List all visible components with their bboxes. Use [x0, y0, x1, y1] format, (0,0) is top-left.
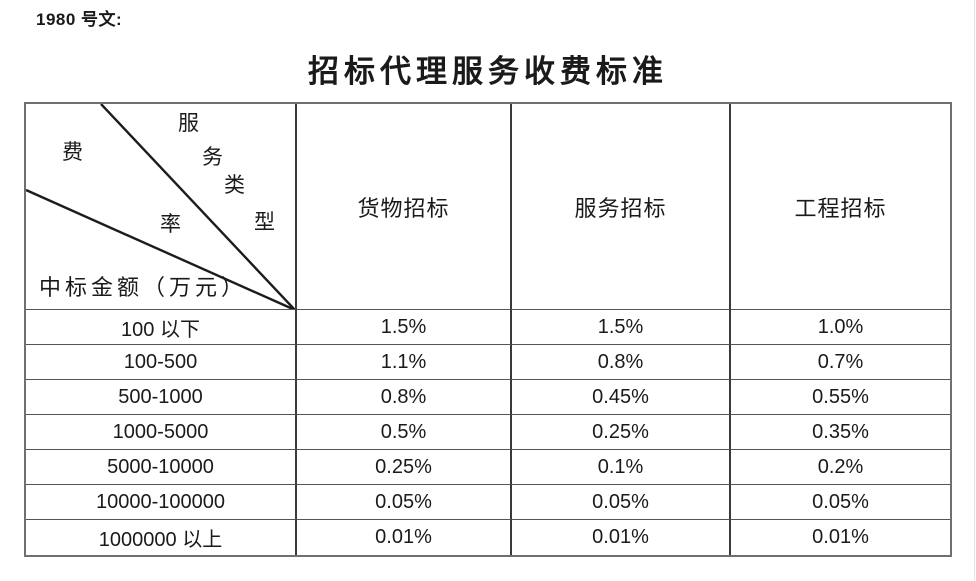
rate-cell: 0.7%	[731, 345, 950, 380]
rate-cell: 0.8%	[297, 380, 512, 415]
document-ref-label: 1980 号文:	[36, 10, 123, 29]
row-label: 10000-100000	[26, 485, 297, 520]
rate-cell: 0.55%	[731, 380, 950, 415]
rate-cell: 0.2%	[731, 450, 950, 485]
rate-cell: 0.25%	[512, 415, 731, 450]
corner-service-type-char: 类	[224, 173, 245, 197]
rate-cell: 0.05%	[731, 485, 950, 520]
fee-standard-table: 服 务 类 型 费 率 中标金额（万元） 货物招标 服务招标 工程招标 100 …	[24, 102, 952, 557]
rate-cell: 0.01%	[297, 520, 512, 555]
rate-cell: 0.45%	[512, 380, 731, 415]
row-label: 5000-10000	[26, 450, 297, 485]
rate-cell: 0.5%	[297, 415, 512, 450]
rate-cell: 0.1%	[512, 450, 731, 485]
corner-service-type-char: 务	[202, 145, 223, 169]
column-header-works: 工程招标	[731, 104, 950, 310]
rate-cell: 1.0%	[731, 310, 950, 345]
corner-service-type-char: 服	[178, 111, 199, 135]
rate-cell: 0.05%	[297, 485, 512, 520]
row-label: 100 以下	[26, 310, 297, 345]
page-title: 招标代理服务收费标准	[308, 54, 668, 89]
corner-rate-char: 率	[160, 212, 181, 236]
corner-amount-label: 中标金额（万元）	[39, 275, 248, 300]
column-header-services: 服务招标	[512, 104, 731, 310]
row-label: 1000-5000	[26, 415, 297, 450]
corner-fee-char: 费	[62, 140, 83, 164]
column-header-goods: 货物招标	[297, 104, 512, 310]
rate-cell: 0.8%	[512, 345, 731, 380]
rate-cell: 1.5%	[297, 310, 512, 345]
rate-cell: 0.01%	[512, 520, 731, 555]
page-edge-line	[974, 0, 975, 581]
rate-cell: 0.25%	[297, 450, 512, 485]
corner-service-type-char: 型	[254, 210, 275, 234]
rate-cell: 0.05%	[512, 485, 731, 520]
rate-cell: 0.01%	[812, 526, 869, 548]
rate-cell: 0.35%	[731, 415, 950, 450]
row-label: 500-1000	[26, 380, 297, 415]
row-label: 100-500	[26, 345, 297, 380]
row-label: 1000000 以上	[26, 520, 297, 555]
rate-cell: 1.5%	[512, 310, 731, 345]
table-corner-cell: 服 务 类 型 费 率 中标金额（万元）	[26, 104, 297, 310]
rate-cell: 1.1%	[297, 345, 512, 380]
diagonal-divider-lines	[26, 104, 295, 309]
